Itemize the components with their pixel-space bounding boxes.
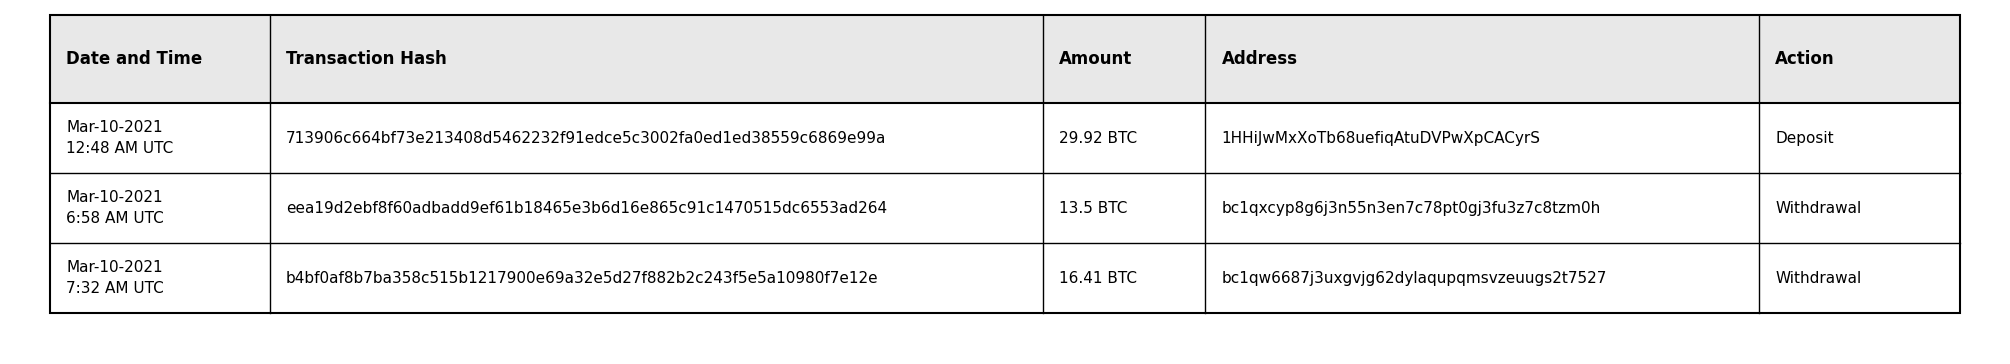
Bar — [50, 15, 1960, 103]
Bar — [50, 103, 1960, 173]
Text: 13.5 BTC: 13.5 BTC — [1059, 201, 1128, 216]
Text: Deposit: Deposit — [1775, 131, 1833, 146]
Text: Mar-10-2021
7:32 AM UTC: Mar-10-2021 7:32 AM UTC — [66, 260, 165, 296]
Text: Amount: Amount — [1059, 50, 1132, 68]
Text: Mar-10-2021
12:48 AM UTC: Mar-10-2021 12:48 AM UTC — [66, 120, 173, 157]
Text: Withdrawal: Withdrawal — [1775, 201, 1861, 216]
Text: 713906c664bf73e213408d5462232f91edce5c3002fa0ed1ed38559c6869e99a: 713906c664bf73e213408d5462232f91edce5c30… — [285, 131, 886, 146]
Bar — [50, 15, 1960, 313]
Text: Action: Action — [1775, 50, 1835, 68]
Text: 29.92 BTC: 29.92 BTC — [1059, 131, 1138, 146]
Text: bc1qxcyp8g6j3n55n3en7c78pt0gj3fu3z7c8tzm0h: bc1qxcyp8g6j3n55n3en7c78pt0gj3fu3z7c8tzm… — [1222, 201, 1600, 216]
Text: Mar-10-2021
6:58 AM UTC: Mar-10-2021 6:58 AM UTC — [66, 190, 165, 226]
Text: Address: Address — [1222, 50, 1298, 68]
Text: bc1qw6687j3uxgvjg62dylaqupqmsvzeuugs2t7527: bc1qw6687j3uxgvjg62dylaqupqmsvzeuugs2t75… — [1222, 270, 1606, 286]
Text: 16.41 BTC: 16.41 BTC — [1059, 270, 1138, 286]
Text: Date and Time: Date and Time — [66, 50, 203, 68]
Bar — [50, 173, 1960, 243]
Text: eea19d2ebf8f60adbadd9ef61b18465e3b6d16e865c91c1470515dc6553ad264: eea19d2ebf8f60adbadd9ef61b18465e3b6d16e8… — [285, 201, 886, 216]
Text: Withdrawal: Withdrawal — [1775, 270, 1861, 286]
Text: b4bf0af8b7ba358c515b1217900e69a32e5d27f882b2c243f5e5a10980f7e12e: b4bf0af8b7ba358c515b1217900e69a32e5d27f8… — [285, 270, 878, 286]
Text: Transaction Hash: Transaction Hash — [285, 50, 446, 68]
Text: 1HHiJwMxXoTb68uefiqAtuDVPwXpCACyrS: 1HHiJwMxXoTb68uefiqAtuDVPwXpCACyrS — [1222, 131, 1540, 146]
Bar — [50, 243, 1960, 313]
